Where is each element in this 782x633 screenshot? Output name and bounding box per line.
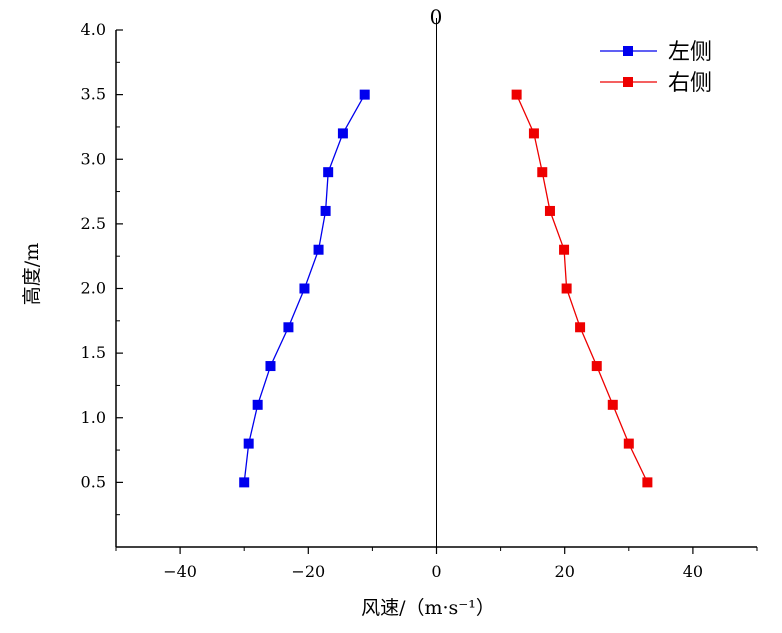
data-point-marker	[642, 477, 653, 488]
legend-marker	[623, 77, 633, 87]
y-tick-label: 4.0	[81, 20, 106, 39]
y-tick-label: 0.5	[81, 472, 106, 491]
x-tick-label: 40	[683, 562, 703, 581]
x-tick-label: 20	[555, 562, 575, 581]
legend-label: 右侧	[668, 71, 712, 96]
axes: 0.5 1.0 1.5 2.0 2.5 3.0 3.5 4.0 −40 −20 0 20 40	[81, 18, 758, 581]
data-point-marker	[299, 283, 310, 294]
x-tick-label: −40	[163, 562, 197, 581]
data-point-marker	[607, 399, 618, 410]
data-point-marker	[559, 244, 570, 255]
legend-label: 左侧	[668, 40, 712, 65]
y-axis-title: 高度/m	[21, 243, 43, 305]
zero-line-label: 0	[430, 5, 443, 29]
legend-marker	[623, 46, 633, 56]
data-point-marker	[561, 283, 572, 294]
y-tick-label: 3.5	[81, 85, 106, 104]
x-tick-label: −20	[291, 562, 325, 581]
data-point-marker	[313, 244, 324, 255]
series-line	[516, 94, 648, 483]
data-point-marker	[537, 167, 548, 178]
data-point-marker	[544, 205, 555, 216]
data-point-marker	[528, 128, 539, 139]
data-point-marker	[323, 167, 334, 178]
data-point-marker	[511, 89, 522, 100]
data-point-marker	[320, 205, 331, 216]
data-point-marker	[283, 322, 294, 333]
x-axis-title: 风速/（m·s⁻¹）	[361, 597, 495, 619]
series-layer	[239, 89, 653, 488]
data-point-marker	[623, 438, 634, 449]
y-tick-label: 1.0	[81, 408, 106, 427]
y-tick-label: 1.5	[81, 343, 106, 362]
data-point-marker	[252, 399, 263, 410]
y-tick-label: 2.5	[81, 214, 106, 233]
data-point-marker	[239, 477, 250, 488]
data-point-marker	[337, 128, 348, 139]
data-point-marker	[265, 361, 276, 372]
y-tick-label: 3.0	[81, 149, 106, 168]
y-tick-label: 2.0	[81, 279, 106, 298]
data-point-marker	[359, 89, 370, 100]
data-point-marker	[243, 438, 254, 449]
data-point-marker	[591, 361, 602, 372]
data-point-marker	[575, 322, 586, 333]
series-2	[511, 89, 653, 488]
x-tick-label: 0	[431, 562, 441, 581]
series-1	[239, 89, 370, 488]
